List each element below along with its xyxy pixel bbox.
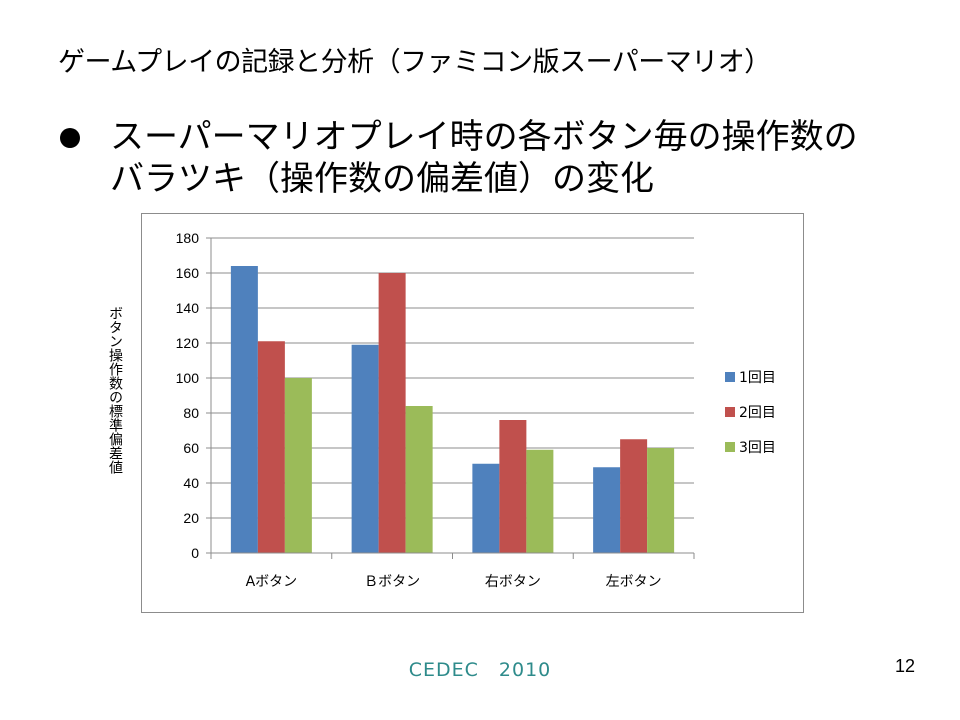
legend: 1回目 2回目 3回目 bbox=[725, 370, 776, 456]
bar-2-4 bbox=[620, 439, 648, 553]
legend-swatch-2 bbox=[725, 407, 735, 417]
y-tick-labels: 0 20 40 60 80 100 120 140 160 180 bbox=[176, 230, 211, 561]
y-tick-label: 160 bbox=[176, 265, 200, 281]
legend-swatch-1 bbox=[725, 372, 735, 382]
bar-1-3 bbox=[472, 463, 500, 553]
x-tick-label: Ｂボタン bbox=[364, 574, 420, 590]
footer-text: CEDEC 2010 bbox=[408, 659, 552, 681]
bar-2-3 bbox=[499, 420, 527, 553]
x-tick-label: Aボタン bbox=[246, 574, 298, 590]
bar-3-3 bbox=[526, 449, 554, 553]
bullet-line-2: バラツキ（操作数の偏差値）の変化 bbox=[110, 159, 654, 199]
bullet-dot-icon bbox=[60, 128, 80, 148]
y-tick-label: 0 bbox=[191, 545, 199, 561]
y-tick-label: 20 bbox=[183, 510, 199, 526]
y-tick-label: 180 bbox=[176, 230, 200, 246]
bar-3-4 bbox=[647, 448, 675, 553]
slide-title: ゲームプレイの記録と分析（ファミコン版スーパーマリオ） bbox=[58, 47, 771, 78]
legend-swatch-3 bbox=[725, 442, 735, 452]
bar-chart: 0 20 40 60 80 100 120 140 160 180 Aボタン Ｂボタン 右ボタン 左ボタ… bbox=[176, 230, 776, 590]
y-tick-label: 100 bbox=[176, 370, 200, 386]
bar-2-1 bbox=[257, 341, 285, 553]
bar-1-1 bbox=[230, 266, 258, 553]
y-tick-label: 140 bbox=[176, 300, 200, 316]
bar-1-4 bbox=[593, 467, 621, 553]
y-tick-label: 40 bbox=[183, 475, 199, 491]
y-axis-label: ボタン操作数の標準偏差値 bbox=[107, 306, 123, 474]
bar-1-2 bbox=[351, 344, 379, 553]
bar-3-1 bbox=[284, 378, 312, 553]
y-tick-label: 80 bbox=[183, 405, 199, 421]
y-tick-label: 120 bbox=[176, 335, 200, 351]
page-number: 12 bbox=[895, 656, 916, 676]
bullet-text: スーパーマリオプレイ時の各ボタン毎の操作数の バラツキ（操作数の偏差値）の変化 bbox=[110, 116, 858, 200]
x-tick-label: 左ボタン bbox=[606, 574, 662, 590]
bars bbox=[230, 266, 675, 553]
bar-3-2 bbox=[405, 406, 433, 553]
legend-label-2: 2回目 bbox=[739, 405, 776, 421]
y-tick-label: 60 bbox=[183, 440, 199, 456]
x-tick-labels: Aボタン Ｂボタン 右ボタン 左ボタン bbox=[246, 574, 662, 590]
x-tick-label: 右ボタン bbox=[485, 574, 541, 590]
legend-label-1: 1回目 bbox=[739, 370, 776, 386]
axes bbox=[210, 238, 695, 559]
bar-2-2 bbox=[378, 273, 406, 553]
legend-label-3: 3回目 bbox=[739, 440, 776, 456]
bullet-line-1: スーパーマリオプレイ時の各ボタン毎の操作数の bbox=[110, 117, 858, 157]
